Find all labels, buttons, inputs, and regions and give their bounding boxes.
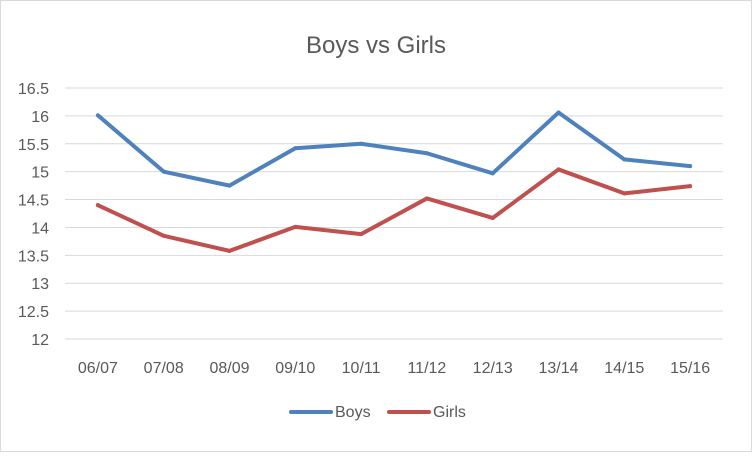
- data-point-boys: [490, 171, 495, 176]
- legend-label-boys: Boys: [335, 404, 371, 421]
- x-tick-label: 08/09: [209, 360, 249, 377]
- x-tick-label: 09/10: [275, 360, 315, 377]
- data-point-boys: [688, 164, 693, 169]
- data-point-girls: [293, 224, 298, 229]
- data-point-girls: [161, 233, 166, 238]
- data-point-boys: [622, 157, 627, 162]
- series-line-boys: [95, 110, 693, 188]
- y-tick-label: 16.5: [18, 81, 49, 98]
- x-tick-label: 07/08: [144, 360, 184, 377]
- y-tick-label: 14.5: [18, 193, 49, 210]
- x-tick-label: 06/07: [78, 360, 118, 377]
- y-tick-label: 15: [31, 165, 49, 182]
- data-point-girls: [490, 215, 495, 220]
- x-tick-label: 10/11: [342, 360, 381, 377]
- data-point-boys: [556, 110, 561, 115]
- data-point-girls: [688, 184, 693, 189]
- data-point-boys: [227, 183, 232, 188]
- y-tick-label: 14: [31, 220, 49, 237]
- y-tick-label: 16: [31, 109, 49, 126]
- legend: Boys Girls: [289, 404, 466, 421]
- gridlines: [65, 87, 723, 340]
- chart-title: Boys vs Girls: [306, 32, 446, 59]
- data-point-boys: [359, 141, 364, 146]
- y-tick-label: 12: [31, 332, 49, 349]
- legend-label-girls: Girls: [433, 404, 466, 421]
- data-point-boys: [293, 146, 298, 151]
- series-line-girls: [95, 167, 693, 253]
- data-point-girls: [227, 248, 232, 253]
- x-tick-label: 12/13: [473, 360, 513, 377]
- series-lines: [95, 110, 693, 253]
- y-tick-label: 13: [31, 276, 49, 293]
- y-axis-ticks: 12 12.5 13 13.5 14 14.5 15 15.5 16 16.5: [18, 81, 49, 349]
- data-point-boys: [95, 113, 100, 118]
- data-point-girls: [95, 203, 100, 208]
- y-tick-label: 12.5: [18, 304, 49, 321]
- x-tick-label: 15/16: [670, 360, 710, 377]
- data-point-boys: [161, 169, 166, 174]
- data-point-girls: [622, 191, 627, 196]
- y-tick-label: 15.5: [18, 137, 49, 154]
- data-point-girls: [424, 196, 429, 201]
- x-tick-label: 11/12: [407, 360, 446, 377]
- data-point-girls: [556, 167, 561, 172]
- x-tick-label: 13/14: [538, 360, 578, 377]
- data-point-girls: [359, 232, 364, 237]
- data-point-boys: [424, 151, 429, 156]
- y-tick-label: 13.5: [18, 248, 49, 265]
- x-tick-label: 14/15: [604, 360, 644, 377]
- x-axis-ticks: 06/07 07/08 08/09 09/10 10/11 11/12 12/13 13/14…: [78, 360, 710, 377]
